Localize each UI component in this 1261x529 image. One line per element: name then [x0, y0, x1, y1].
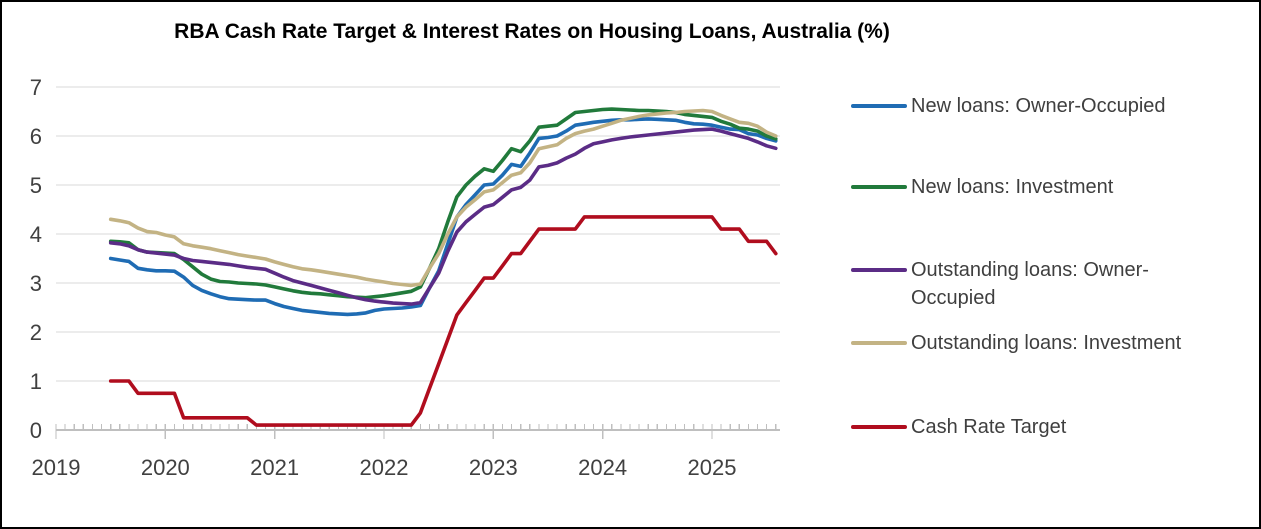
legend-item-outstanding-loans-investment: Outstanding loans: Investment — [851, 329, 1251, 357]
svg-text:0: 0 — [30, 418, 42, 443]
svg-text:1: 1 — [30, 369, 42, 394]
legend-label: New loans: Owner-Occupied — [911, 95, 1166, 117]
svg-text:2023: 2023 — [469, 455, 518, 480]
svg-text:6: 6 — [30, 124, 42, 149]
svg-text:2022: 2022 — [360, 455, 409, 480]
legend-line-swatch-tan — [851, 341, 907, 345]
svg-text:4: 4 — [30, 222, 42, 247]
legend-label: Outstanding loans: Investment — [911, 332, 1182, 354]
svg-text:2020: 2020 — [141, 455, 190, 480]
legend-line-swatch-purple — [851, 268, 907, 272]
legend-item-new-loans-owner-occupied: New loans: Owner-Occupied — [851, 92, 1251, 120]
svg-text:5: 5 — [30, 173, 42, 198]
legend-item-outstanding-loans-owner-occupied: Outstanding loans: Owner-Occupied — [851, 256, 1251, 312]
svg-text:7: 7 — [30, 75, 42, 100]
svg-text:2019: 2019 — [32, 455, 81, 480]
legend-label: Outstanding loans: Owner-Occupied — [911, 259, 1149, 309]
svg-text:3: 3 — [30, 271, 42, 296]
legend-line-swatch-red — [851, 425, 907, 429]
svg-text:2024: 2024 — [578, 455, 627, 480]
svg-text:2025: 2025 — [688, 455, 737, 480]
legend-label: Cash Rate Target — [911, 416, 1067, 438]
chart-title: RBA Cash Rate Target & Interest Rates on… — [174, 20, 890, 43]
legend-item-cash-rate-target: Cash Rate Target — [851, 413, 1251, 441]
legend-line-swatch-blue — [851, 104, 907, 108]
legend-line-swatch-green — [851, 185, 907, 189]
legend-item-new-loans-investment: New loans: Investment — [851, 173, 1251, 201]
legend-label: New loans: Investment — [911, 176, 1114, 198]
svg-text:2: 2 — [30, 320, 42, 345]
svg-text:2021: 2021 — [250, 455, 299, 480]
